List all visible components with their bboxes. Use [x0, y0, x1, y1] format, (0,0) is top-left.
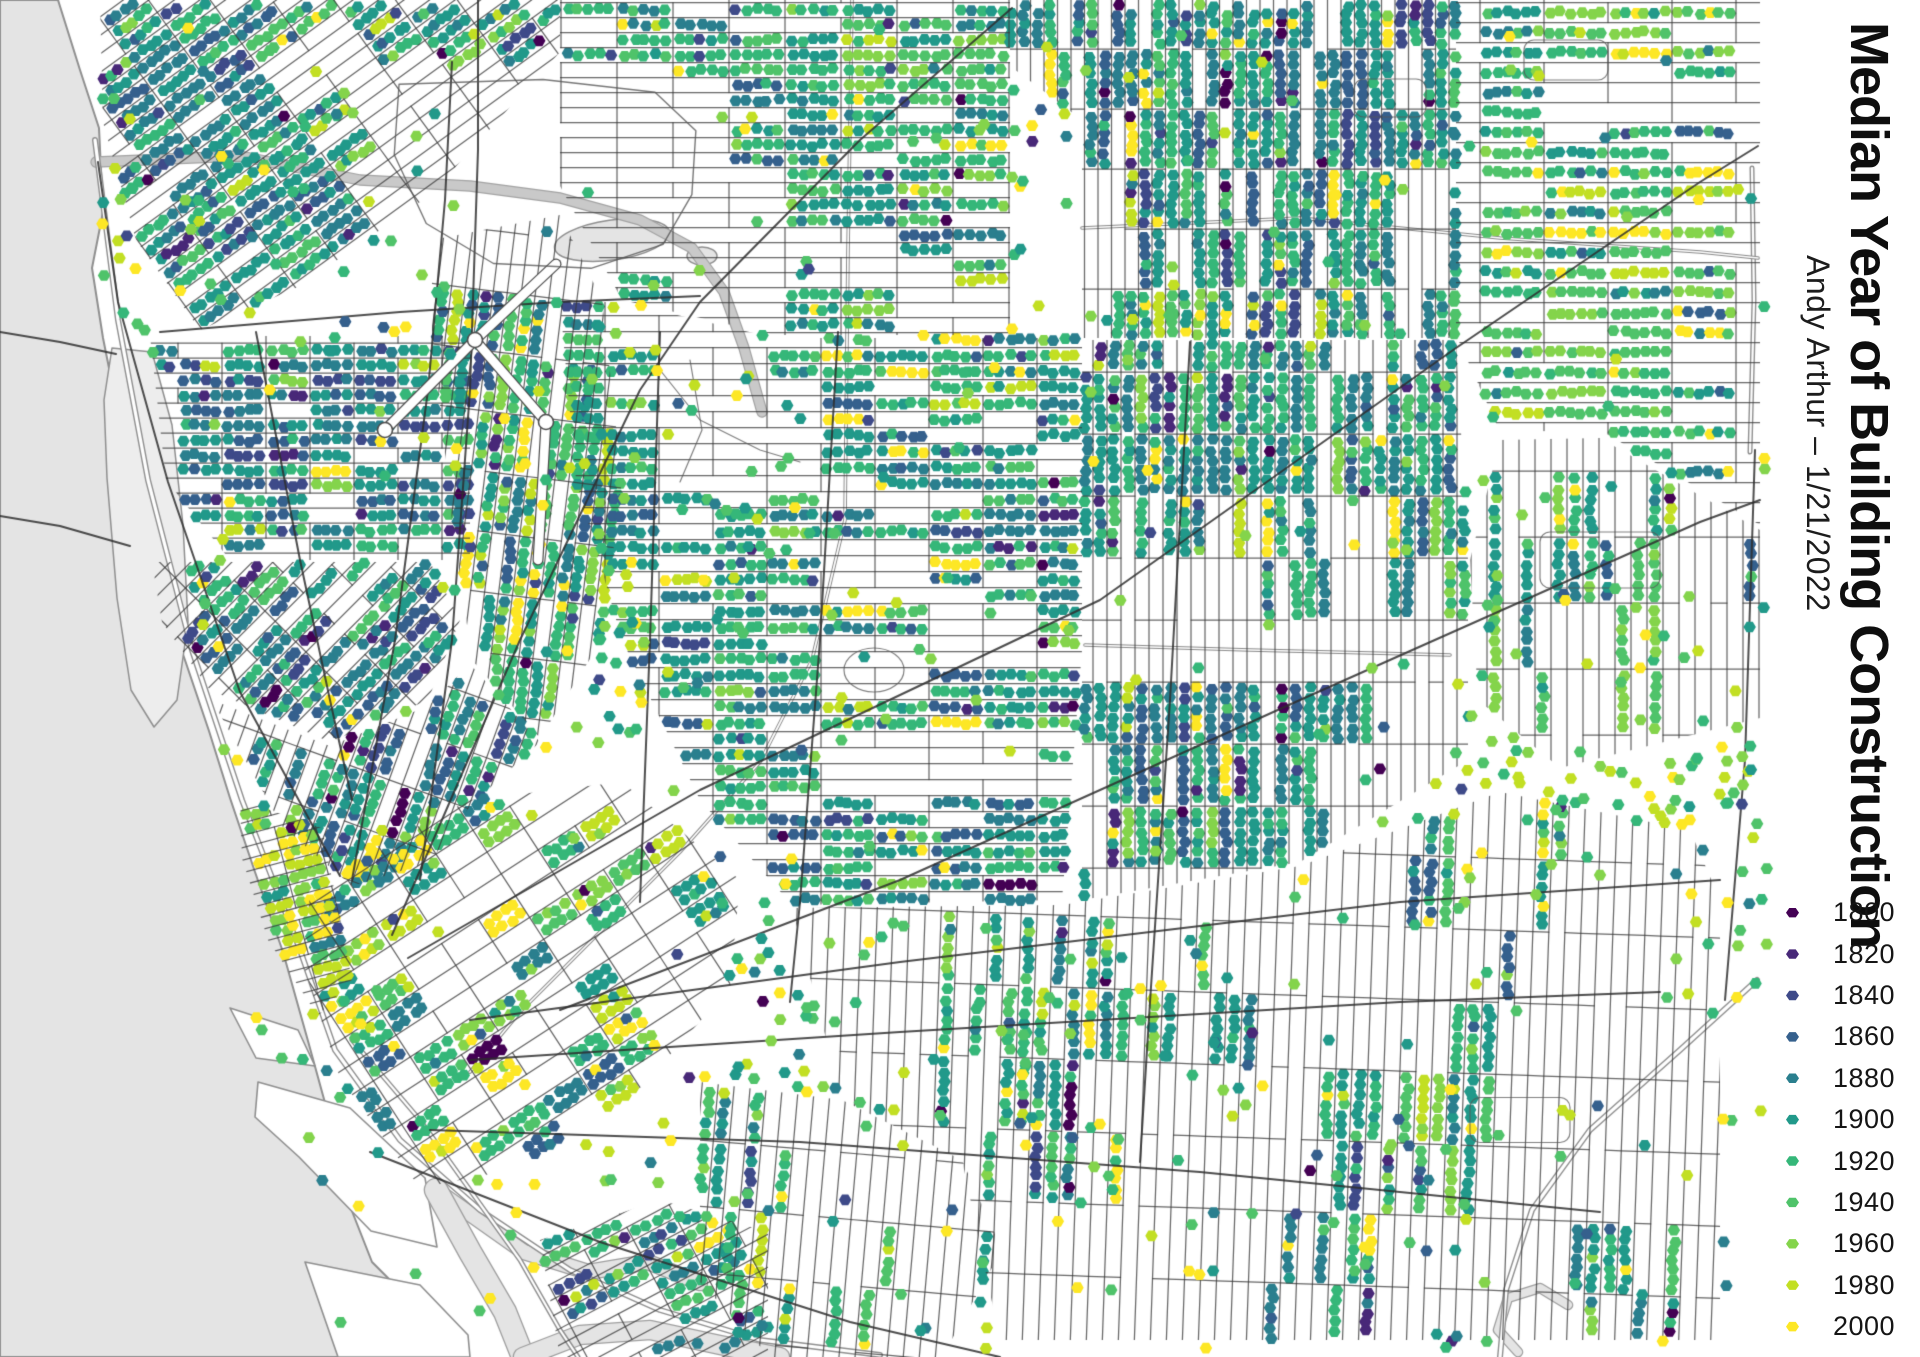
legend-item: 1820 [1782, 933, 1918, 974]
legend-swatch-hexagon-icon [1786, 990, 1799, 1001]
legend-item-label: 1980 [1833, 1269, 1896, 1300]
legend-item: 1920 [1782, 1140, 1918, 1181]
legend-swatch-hexagon-icon [1786, 907, 1799, 918]
legend-item-label: 1880 [1833, 1062, 1896, 1093]
legend-item: 2000 [1782, 1306, 1918, 1347]
legend-item-label: 1900 [1833, 1104, 1896, 1135]
legend-swatch-hexagon-icon [1786, 1114, 1799, 1125]
legend-item: 1880 [1782, 1058, 1918, 1099]
legend-swatch-hexagon-icon [1786, 949, 1799, 959]
legend-swatch-hexagon-icon [1786, 1321, 1799, 1332]
legend-item: 1860 [1782, 1016, 1918, 1057]
legend-item: 1940 [1782, 1182, 1918, 1223]
map-subtitle: Andy Arthur – 1/21/2022 [1800, 255, 1836, 612]
legend-swatch-hexagon-icon [1786, 1073, 1799, 1083]
legend-item-label: 1960 [1833, 1228, 1896, 1259]
legend-item: 1980 [1782, 1265, 1918, 1306]
legend-item-label: 1920 [1833, 1145, 1896, 1176]
legend-item: 1960 [1782, 1223, 1918, 1264]
legend-item-label: 1860 [1833, 1021, 1896, 1052]
legend-item-label: 1840 [1833, 979, 1896, 1010]
legend: 1800 1820 1840 1860 1880 1900 1920 1940 [1782, 892, 1918, 1347]
map-title: Median Year of Building Construction [1839, 22, 1899, 949]
legend-swatch-hexagon-icon [1786, 1280, 1799, 1290]
legend-swatch-hexagon-icon [1786, 1032, 1799, 1042]
legend-swatch-hexagon-icon [1786, 1239, 1799, 1249]
legend-item: 1900 [1782, 1099, 1918, 1140]
legend-item-label: 1940 [1833, 1186, 1896, 1217]
legend-item: 1800 [1782, 892, 1918, 933]
legend-swatch-hexagon-icon [1786, 1156, 1799, 1166]
legend-swatch-hexagon-icon [1786, 1197, 1799, 1208]
legend-item-label: 2000 [1833, 1311, 1896, 1342]
legend-item-label: 1800 [1833, 897, 1896, 928]
legend-item-label: 1820 [1833, 938, 1896, 969]
legend-item: 1840 [1782, 975, 1918, 1016]
